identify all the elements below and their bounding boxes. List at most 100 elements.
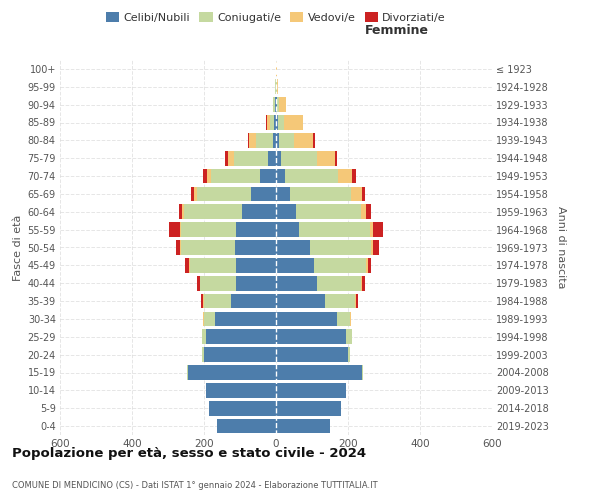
- Bar: [373, 222, 383, 237]
- Bar: [236, 222, 276, 237]
- Bar: [206, 383, 276, 398]
- Y-axis label: Anni di nascita: Anni di nascita: [556, 206, 566, 289]
- Bar: [268, 151, 276, 166]
- Bar: [203, 168, 207, 184]
- Bar: [276, 383, 346, 398]
- Bar: [204, 294, 231, 308]
- Bar: [209, 401, 276, 415]
- Bar: [203, 312, 204, 326]
- Bar: [274, 98, 275, 112]
- Bar: [276, 115, 278, 130]
- Bar: [296, 204, 361, 219]
- Bar: [206, 330, 276, 344]
- Bar: [338, 168, 352, 184]
- Bar: [277, 80, 278, 94]
- Bar: [273, 98, 274, 112]
- Bar: [256, 133, 273, 148]
- Bar: [179, 240, 181, 255]
- Bar: [277, 98, 278, 112]
- Bar: [202, 330, 206, 344]
- Bar: [284, 115, 302, 130]
- Bar: [236, 276, 276, 290]
- Bar: [276, 348, 348, 362]
- Bar: [169, 222, 179, 237]
- Bar: [290, 186, 351, 201]
- Bar: [368, 258, 371, 272]
- Bar: [266, 115, 269, 130]
- Bar: [234, 151, 268, 166]
- Bar: [276, 98, 277, 112]
- Bar: [274, 115, 276, 130]
- Bar: [276, 151, 281, 166]
- Bar: [351, 186, 362, 201]
- Bar: [325, 294, 355, 308]
- Bar: [276, 312, 337, 326]
- Text: Popolazione per età, sesso e stato civile - 2024: Popolazione per età, sesso e stato civil…: [12, 448, 366, 460]
- Bar: [371, 240, 373, 255]
- Bar: [276, 294, 325, 308]
- Bar: [337, 312, 350, 326]
- Bar: [276, 168, 285, 184]
- Bar: [278, 98, 286, 112]
- Bar: [276, 419, 330, 434]
- Bar: [197, 276, 200, 290]
- Bar: [276, 401, 341, 415]
- Text: COMUNE DI MENDICINO (CS) - Dati ISTAT 1° gennaio 2024 - Elaborazione TUTTITALIA.: COMUNE DI MENDICINO (CS) - Dati ISTAT 1°…: [12, 480, 377, 490]
- Bar: [207, 168, 211, 184]
- Bar: [335, 151, 337, 166]
- Bar: [225, 151, 229, 166]
- Bar: [203, 294, 204, 308]
- Bar: [355, 294, 356, 308]
- Bar: [179, 204, 182, 219]
- Bar: [185, 258, 189, 272]
- Bar: [188, 365, 276, 380]
- Bar: [276, 258, 314, 272]
- Bar: [370, 222, 373, 237]
- Bar: [352, 168, 356, 184]
- Bar: [317, 151, 335, 166]
- Bar: [191, 186, 194, 201]
- Y-axis label: Fasce di età: Fasce di età: [13, 214, 23, 280]
- Bar: [231, 294, 276, 308]
- Bar: [302, 115, 304, 130]
- Bar: [361, 204, 366, 219]
- Bar: [279, 133, 294, 148]
- Bar: [362, 276, 365, 290]
- Bar: [366, 204, 371, 219]
- Bar: [182, 204, 184, 219]
- Bar: [276, 204, 296, 219]
- Bar: [313, 133, 314, 148]
- Bar: [260, 168, 276, 184]
- Bar: [285, 168, 338, 184]
- Bar: [215, 312, 276, 326]
- Bar: [276, 222, 299, 237]
- Bar: [217, 419, 276, 434]
- Bar: [242, 204, 276, 219]
- Bar: [187, 365, 188, 380]
- Bar: [278, 115, 284, 130]
- Bar: [204, 348, 276, 362]
- Bar: [350, 312, 351, 326]
- Bar: [294, 133, 313, 148]
- Bar: [190, 258, 236, 272]
- Bar: [361, 276, 362, 290]
- Bar: [229, 151, 234, 166]
- Bar: [317, 276, 361, 290]
- Bar: [176, 240, 179, 255]
- Legend: Celibi/Nubili, Coniugati/e, Vedovi/e, Divorziati/e: Celibi/Nubili, Coniugati/e, Vedovi/e, Di…: [101, 8, 451, 28]
- Bar: [276, 276, 317, 290]
- Bar: [211, 168, 260, 184]
- Bar: [276, 365, 362, 380]
- Bar: [202, 348, 204, 362]
- Bar: [189, 258, 190, 272]
- Bar: [281, 151, 317, 166]
- Bar: [356, 294, 358, 308]
- Bar: [269, 115, 274, 130]
- Bar: [373, 240, 379, 255]
- Bar: [346, 330, 352, 344]
- Bar: [181, 222, 236, 237]
- Bar: [200, 276, 236, 290]
- Bar: [197, 186, 251, 201]
- Bar: [299, 222, 370, 237]
- Bar: [184, 204, 242, 219]
